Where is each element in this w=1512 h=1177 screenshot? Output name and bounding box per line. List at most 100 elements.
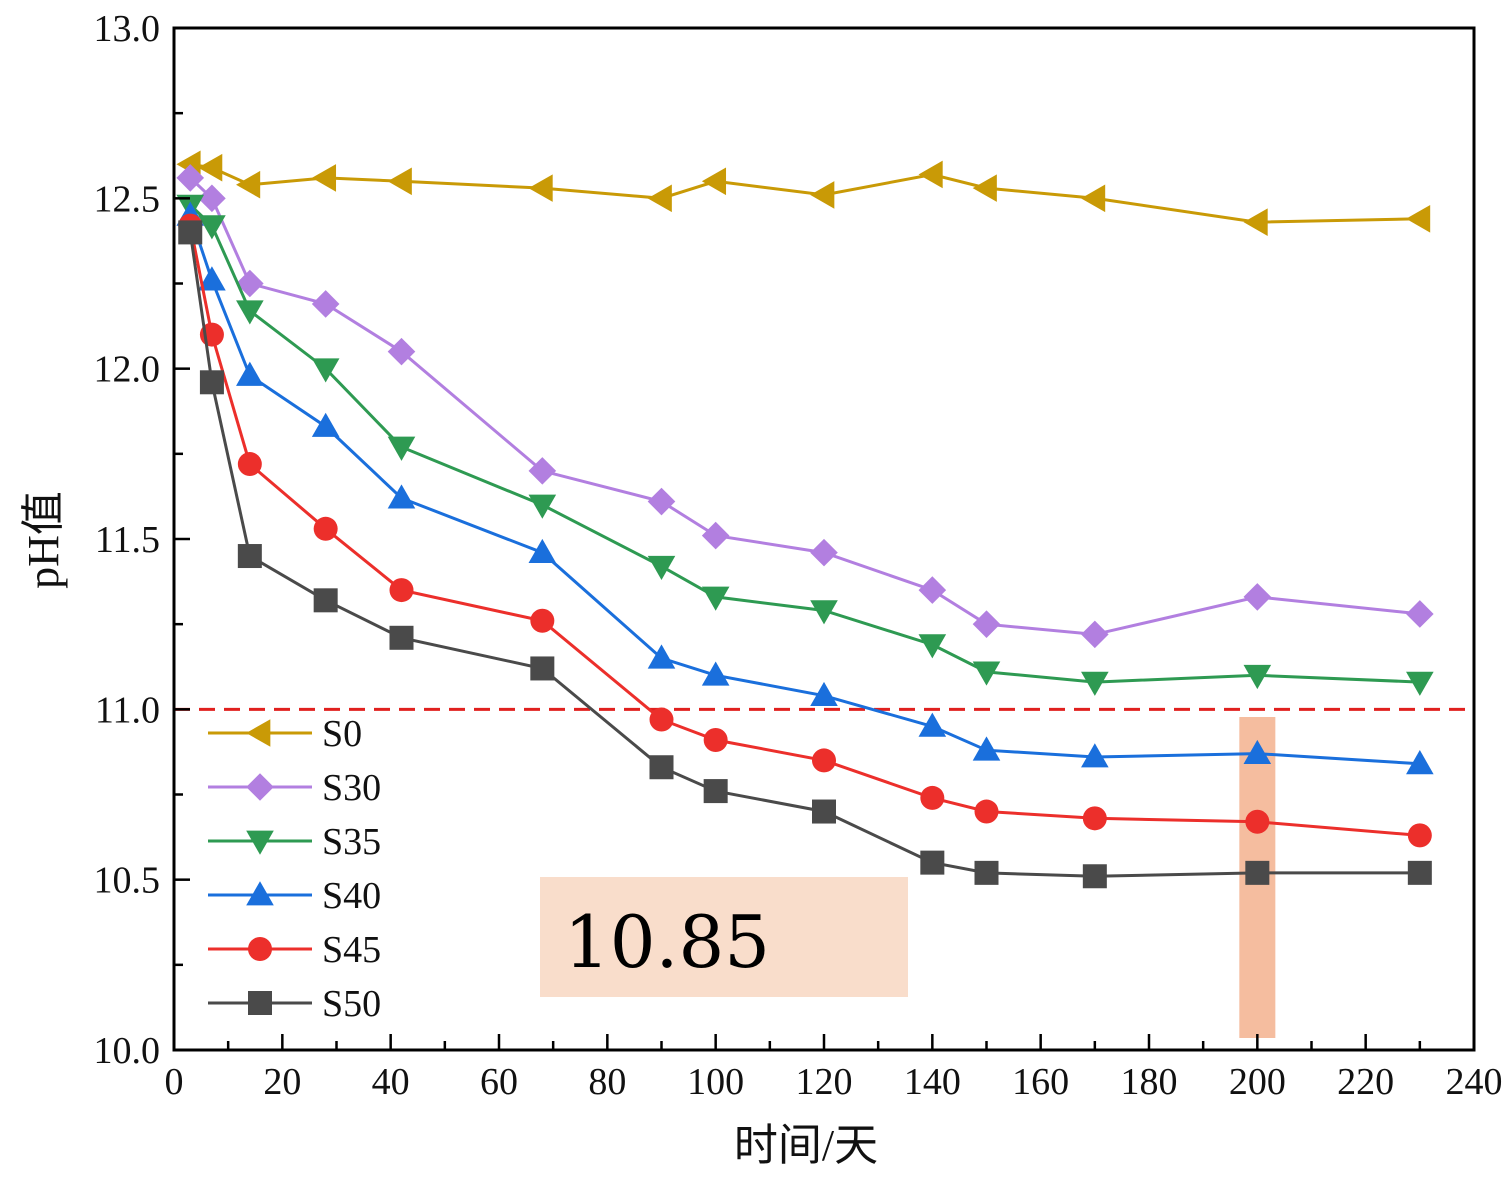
series-line-S30 (189, 176, 1420, 636)
x-tick-label: 220 (1337, 1061, 1394, 1103)
series-S45 (178, 213, 1432, 848)
legend-label: S0 (322, 713, 362, 755)
series-line-S40 (188, 214, 1420, 766)
data-point-S45-150 (974, 799, 999, 824)
data-point-S45-170 (1082, 806, 1107, 831)
data-point-S35-68 (528, 494, 557, 519)
legend-marker (248, 937, 272, 961)
data-point-S45-230 (1407, 823, 1432, 848)
data-point-S0-170 (1081, 184, 1106, 213)
series-line-S0 (190, 162, 1420, 224)
data-point-S35-120 (810, 600, 838, 625)
x-tick-label: 40 (372, 1061, 410, 1103)
data-point-S40-150 (972, 736, 1001, 761)
data-point-S30-120 (810, 538, 838, 567)
data-point-S35-90 (647, 555, 676, 581)
data-point-S35-170 (1081, 671, 1109, 696)
data-point-S50-3 (178, 220, 203, 245)
data-point-S35-28 (311, 358, 340, 383)
data-point-S0-28 (311, 164, 337, 192)
data-point-S40-7 (198, 266, 226, 291)
data-point-S30-170 (1081, 620, 1109, 649)
legend-marker (246, 773, 274, 801)
x-tick-label: 100 (687, 1061, 744, 1103)
legend-item-S45: S45 (208, 929, 381, 971)
series-S50 (178, 220, 1432, 889)
data-point-S30-230 (1406, 600, 1434, 628)
data-point-S50-28 (313, 588, 338, 613)
data-point-S50-68 (530, 656, 555, 681)
data-point-S45-200 (1245, 809, 1270, 834)
data-point-S30-42 (387, 337, 416, 366)
data-point-S40-200 (1243, 739, 1272, 764)
series-S0 (176, 150, 1431, 236)
data-point-S45-68 (530, 608, 555, 633)
data-point-S0-100 (701, 167, 727, 196)
legend-label: S30 (322, 767, 381, 809)
data-point-S50-150 (974, 860, 999, 885)
x-axis-title: 时间/天 (734, 1121, 878, 1170)
legend-item-S35: S35 (208, 821, 381, 863)
data-point-S30-28 (311, 290, 340, 318)
series-line-S50 (188, 232, 1420, 878)
legend-item-S40: S40 (208, 875, 381, 917)
legend-marker (246, 881, 274, 906)
data-point-S45-14 (237, 452, 262, 477)
data-point-S30-150 (972, 610, 1001, 638)
legend-label: S35 (322, 821, 381, 863)
data-point-S45-42 (389, 578, 414, 603)
data-point-S35-150 (972, 661, 1001, 686)
data-point-S0-200 (1243, 208, 1268, 236)
data-point-S40-230 (1406, 750, 1434, 775)
data-point-S30-68 (528, 457, 557, 485)
x-tick-label: 140 (904, 1061, 961, 1103)
data-point-S45-100 (703, 727, 728, 752)
series-S40 (176, 201, 1434, 775)
y-tick-label: 11.5 (95, 519, 160, 561)
y-tick-label: 12.5 (94, 178, 161, 220)
data-point-S30-3 (176, 164, 205, 192)
data-point-S0-90 (647, 184, 672, 213)
annotation-box (540, 877, 908, 997)
data-point-S50-120 (812, 799, 836, 824)
x-tick-label: 0 (165, 1061, 184, 1103)
y-axis-title: pH值 (19, 491, 68, 589)
data-point-S45-120 (812, 748, 836, 773)
data-point-S50-14 (237, 544, 262, 569)
data-point-S30-14 (236, 269, 264, 298)
data-point-S40-120 (810, 681, 838, 707)
data-point-S35-100 (701, 586, 730, 611)
y-tick-label: 12.0 (94, 349, 161, 391)
data-point-S35-42 (387, 436, 416, 461)
data-point-S35-140 (918, 634, 947, 659)
series-line-S35 (189, 204, 1420, 684)
legend-marker (246, 719, 271, 747)
data-point-S40-28 (311, 412, 340, 437)
x-tick-label: 80 (588, 1061, 626, 1103)
data-point-S40-170 (1081, 743, 1109, 768)
legend-label: S45 (322, 929, 381, 971)
data-point-S50-200 (1245, 860, 1270, 885)
data-point-S30-100 (701, 521, 730, 550)
legend-label: S40 (322, 875, 381, 917)
data-point-S0-42 (387, 167, 412, 196)
data-point-S30-200 (1243, 583, 1272, 611)
data-point-S50-42 (389, 625, 414, 650)
x-tick-label: 120 (796, 1061, 853, 1103)
data-point-S0-7 (198, 153, 223, 182)
data-point-S50-170 (1082, 864, 1107, 889)
legend-marker (248, 991, 272, 1015)
data-point-S0-230 (1406, 204, 1431, 233)
data-point-S50-7 (199, 370, 224, 395)
data-point-S35-7 (198, 215, 226, 240)
data-point-S0-140 (918, 160, 943, 189)
data-point-S0-120 (810, 181, 835, 209)
x-tick-label: 20 (263, 1061, 301, 1103)
series-S35 (176, 194, 1434, 696)
data-point-S40-100 (701, 661, 730, 686)
data-point-S35-230 (1406, 671, 1434, 696)
data-point-S40-68 (528, 538, 557, 563)
data-point-S50-230 (1407, 860, 1432, 885)
data-point-S45-28 (313, 516, 338, 541)
